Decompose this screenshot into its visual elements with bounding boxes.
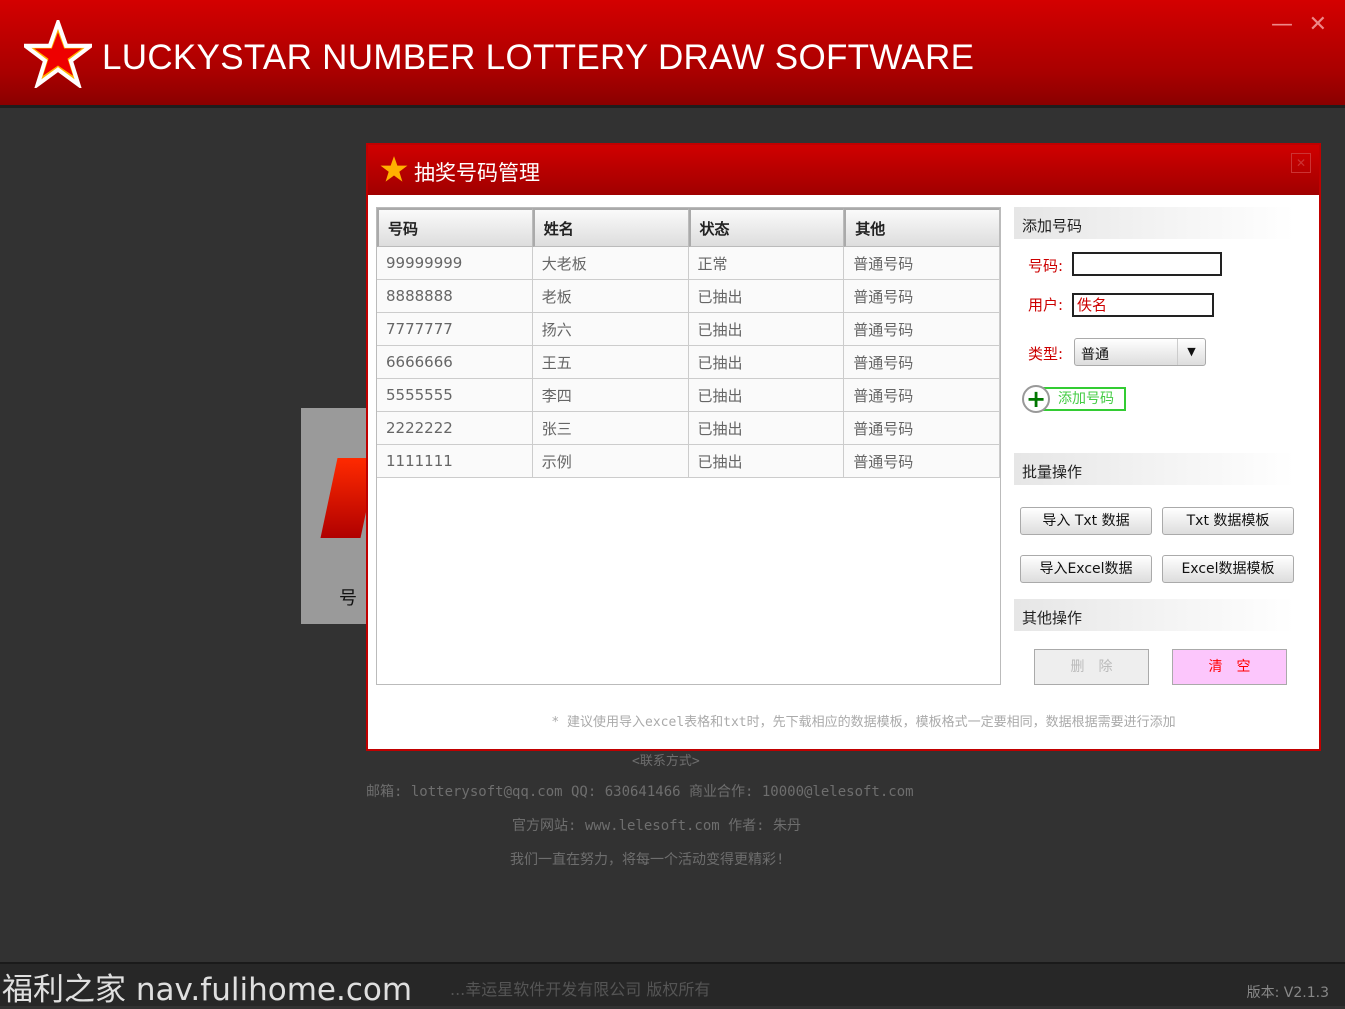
table-cell: 99999999	[377, 247, 533, 280]
watermark: 福利之家 nav.fulihome.com	[2, 972, 413, 1008]
table-cell: 1111111	[377, 445, 533, 478]
table-cell: 普通号码	[844, 313, 1000, 346]
version-label: 版本: V2.1.3	[1246, 985, 1329, 1001]
table-cell: 8888888	[377, 280, 533, 313]
background-card: 号	[301, 408, 378, 624]
table-cell: 普通号码	[844, 247, 1000, 280]
column-header[interactable]: 状态	[688, 208, 845, 247]
add-section-title: 添加号码	[1014, 207, 1294, 239]
table-cell: 普通号码	[844, 280, 1000, 313]
contact-line-3: 我们一直在努力，将每一个活动变得更精彩!	[510, 852, 785, 868]
import-txt-button[interactable]: 导入 Txt 数据	[1020, 507, 1152, 535]
table-cell: 普通号码	[844, 379, 1000, 412]
table-row[interactable]: 6666666 王五 已抽出 普通号码	[377, 346, 1000, 379]
star-logo-icon	[24, 20, 92, 88]
type-select-value: 普通	[1081, 347, 1109, 363]
number-management-dialog: 抽奖号码管理 ✕ 号码 姓名 状态 其他 99999999 大老板 正常 普通号码 88…	[366, 143, 1321, 751]
batch-section-title: 批量操作	[1014, 453, 1294, 485]
copyright-text: ...幸运星软件开发有限公司 版权所有	[450, 980, 711, 999]
title-bar: LUCKYSTAR NUMBER LOTTERY DRAW SOFTWARE —…	[0, 0, 1345, 108]
chevron-down-icon[interactable]: ▼	[1177, 339, 1205, 365]
column-header[interactable]: 其他	[844, 208, 1000, 247]
star-icon	[380, 156, 408, 182]
table-cell: 已抽出	[688, 445, 845, 478]
table-cell: 王五	[532, 346, 689, 379]
column-header[interactable]: 姓名	[532, 208, 689, 247]
table-cell: 普通号码	[844, 412, 1000, 445]
number-label: 号码:	[1028, 257, 1064, 275]
clear-button[interactable]: 清 空	[1172, 649, 1287, 685]
table-cell: 已抽出	[688, 412, 845, 445]
table-cell: 已抽出	[688, 379, 845, 412]
close-button[interactable]: ✕	[1308, 12, 1327, 37]
table-header: 号码 姓名 状态 其他	[377, 208, 1000, 247]
dialog-header: 抽奖号码管理 ✕	[368, 145, 1319, 195]
table-row[interactable]: 5555555 李四 已抽出 普通号码	[377, 379, 1000, 412]
txt-template-button[interactable]: Txt 数据模板	[1162, 507, 1294, 535]
table-cell: 普通号码	[844, 346, 1000, 379]
number-input[interactable]	[1072, 252, 1222, 276]
table-cell: 扬六	[532, 313, 689, 346]
table-row[interactable]: 2222222 张三 已抽出 普通号码	[377, 412, 1000, 445]
table-row[interactable]: 7777777 扬六 已抽出 普通号码	[377, 313, 1000, 346]
dialog-title: 抽奖号码管理	[414, 161, 540, 185]
table-cell: 大老板	[532, 247, 689, 280]
table-cell: 示例	[532, 445, 689, 478]
import-excel-button[interactable]: 导入Excel数据	[1020, 555, 1152, 583]
table-row[interactable]: 99999999 大老板 正常 普通号码	[377, 247, 1000, 280]
minimize-button[interactable]: —	[1271, 12, 1293, 37]
type-select[interactable]: 普通 ▼	[1074, 338, 1206, 366]
table-cell: 正常	[688, 247, 845, 280]
app-title: LUCKYSTAR NUMBER LOTTERY DRAW SOFTWARE	[102, 38, 975, 77]
excel-template-button[interactable]: Excel数据模板	[1162, 555, 1294, 583]
add-number-button[interactable]: + 添加号码	[1022, 385, 1128, 413]
numbers-table[interactable]: 号码 姓名 状态 其他 99999999 大老板 正常 普通号码 8888888 老板 已抽…	[376, 207, 1001, 685]
table-cell: 已抽出	[688, 280, 845, 313]
user-label: 用户:	[1028, 296, 1064, 314]
contact-heading: <联系方式>	[632, 754, 700, 769]
table-cell: 已抽出	[688, 346, 845, 379]
column-header[interactable]: 号码	[377, 208, 533, 247]
status-bar: 福利之家 nav.fulihome.com ...幸运星软件开发有限公司 版权所…	[0, 962, 1345, 1008]
plus-icon: +	[1022, 385, 1050, 413]
background-card-label: 号	[339, 588, 357, 609]
other-section-title: 其他操作	[1014, 599, 1294, 631]
table-cell: 已抽出	[688, 313, 845, 346]
table-row[interactable]: 1111111 示例 已抽出 普通号码	[377, 445, 1000, 478]
contact-line-1: 邮箱: lotterysoft@qq.com QQ: 630641466 商业合…	[366, 784, 914, 800]
table-row[interactable]: 8888888 老板 已抽出 普通号码	[377, 280, 1000, 313]
table-cell: 老板	[532, 280, 689, 313]
table-cell: 普通号码	[844, 445, 1000, 478]
table-cell: 7777777	[377, 313, 533, 346]
table-cell: 6666666	[377, 346, 533, 379]
user-input[interactable]: 佚名	[1072, 293, 1214, 317]
import-note: * 建议使用导入excel表格和txt时，先下载相应的数据模板，模板格式一定要相…	[551, 715, 1176, 730]
table-cell: 2222222	[377, 412, 533, 445]
contact-line-2: 官方网站: www.lelesoft.com 作者: 朱丹	[512, 818, 802, 834]
type-label: 类型:	[1028, 345, 1064, 363]
table-cell: 张三	[532, 412, 689, 445]
table-cell: 李四	[532, 379, 689, 412]
table-cell: 5555555	[377, 379, 533, 412]
dialog-close-button[interactable]: ✕	[1291, 153, 1311, 173]
delete-button[interactable]: 删 除	[1034, 649, 1149, 685]
